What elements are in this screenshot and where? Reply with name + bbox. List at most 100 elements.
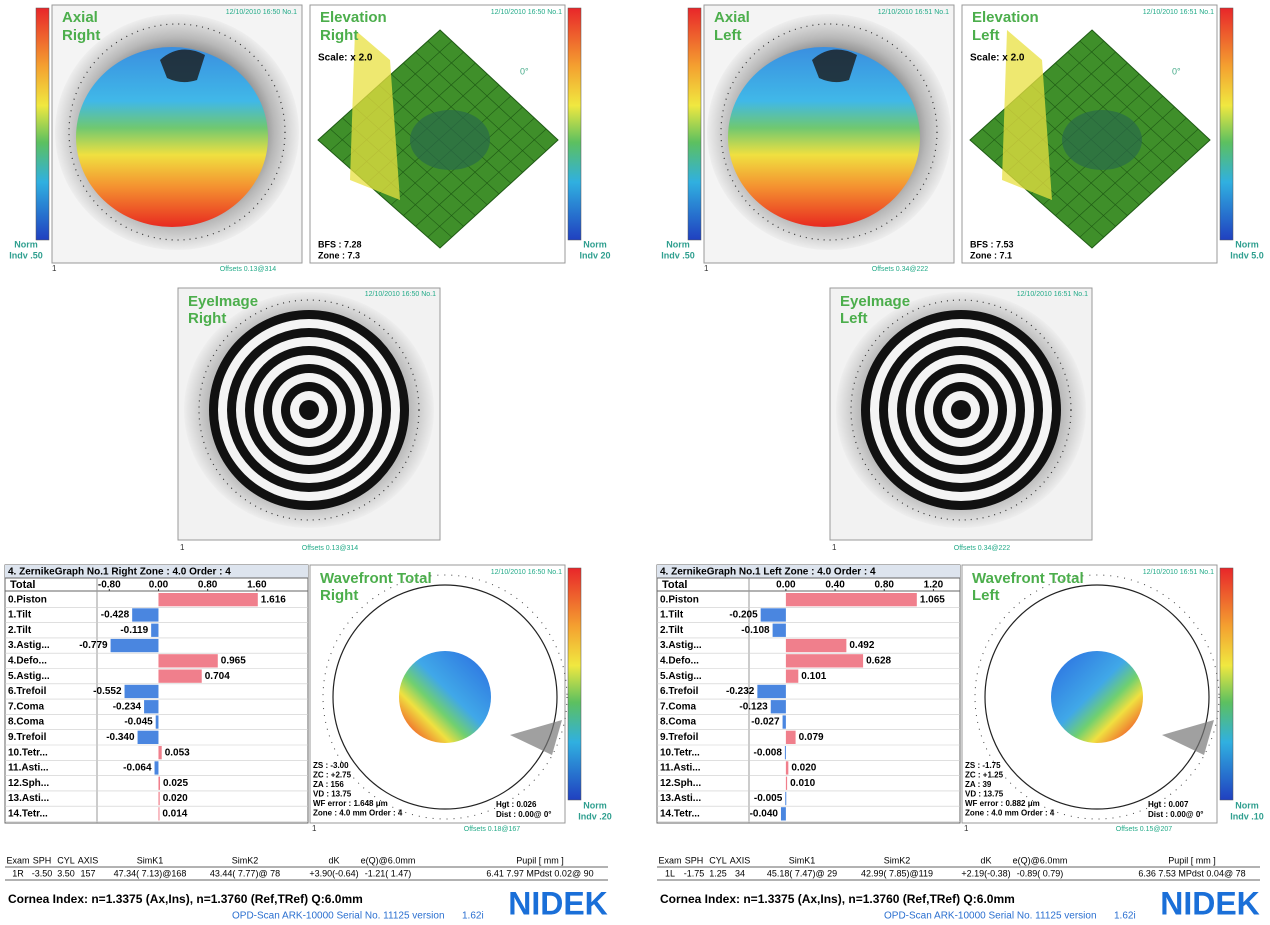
- wavefront-panel-no: 1: [312, 824, 317, 833]
- wavefront-info: WF error : 0.882 μm: [965, 799, 1040, 808]
- device-version: 1.62i: [462, 911, 484, 922]
- elevation-peak: [350, 30, 400, 200]
- wavefront-norm: Norm: [583, 800, 607, 810]
- zernike-term: 0.Piston: [8, 594, 47, 605]
- wavefront-hgt: Hgt : 0.026: [496, 800, 537, 809]
- zernike-value-label: -0.552: [93, 686, 122, 697]
- zernike-term: 13.Asti...: [8, 793, 49, 804]
- wavefront-info: WF error : 1.648 μm: [313, 799, 388, 808]
- exam-value: 1R: [12, 868, 24, 878]
- wavefront-info: ZS : -3.00: [313, 761, 349, 770]
- elevation-bowl: [1062, 110, 1142, 170]
- exam-value: 1L: [665, 868, 675, 878]
- zernike-tick-label: 0.40: [825, 580, 845, 591]
- zernike-term: 10.Tetr...: [660, 747, 700, 758]
- zernike-term: 6.Trefoil: [8, 686, 47, 697]
- zernike-term: 9.Trefoil: [660, 732, 699, 743]
- exam-header: dK: [328, 855, 339, 865]
- zernike-bar: [772, 623, 786, 637]
- zernike-term: 0.Piston: [660, 594, 699, 605]
- zernike-bar: [784, 746, 786, 760]
- zernike-column: Total: [662, 579, 687, 591]
- exam-header: Pupil [ mm ]: [516, 855, 564, 865]
- wavefront-hgt: Hgt : 0.007: [1148, 800, 1189, 809]
- exam-value: -1.75: [684, 868, 705, 878]
- zernike-term: 11.Asti...: [8, 763, 49, 774]
- wavefront-fan: [510, 720, 562, 755]
- wavefront-info: Zone : 4.0 mm Order : 4: [965, 809, 1055, 818]
- zernike-term: 7.Coma: [8, 701, 45, 712]
- exam-value: +3.90(-0.64): [309, 868, 358, 878]
- zernike-value-label: 0.010: [790, 778, 815, 789]
- zernike-term: 14.Tetr...: [8, 808, 48, 819]
- eyeimage-panel-no: 1: [832, 543, 837, 552]
- elevation-norm: Norm: [583, 239, 607, 249]
- zernike-bar: [785, 654, 864, 668]
- elevation-zone: Zone : 7.1: [970, 250, 1012, 260]
- zernike-term: 11.Asti...: [660, 763, 701, 774]
- zernike-bar: [158, 776, 161, 790]
- wavefront-outer-ring: [332, 584, 558, 810]
- elevation-indv: Indv 5.0: [1230, 250, 1264, 260]
- elevation-mesh: [427, 128, 547, 238]
- exam-header: CYL: [709, 855, 727, 865]
- wavefront-date: 12/10/2010 16:50 No.1: [491, 569, 562, 576]
- axial-map: [728, 47, 920, 227]
- zernike-bar: [158, 654, 218, 668]
- zernike-bar: [158, 791, 160, 806]
- zernike-value-label: 0.020: [791, 763, 816, 774]
- zernike-column: Total: [10, 579, 35, 591]
- exam-value: 34: [735, 868, 745, 878]
- axial-panel-no: 1: [704, 264, 709, 273]
- zernike-value-label: 1.065: [920, 594, 945, 605]
- zernike-bar: [158, 807, 160, 821]
- wavefront-info: ZC : +1.25: [965, 771, 1004, 780]
- zernike-value-label: -0.008: [754, 747, 783, 758]
- exam-value: 6.41 7.97 MPdst 0.02@ 90: [486, 868, 593, 878]
- zernike-value-label: 1.616: [261, 594, 286, 605]
- eyeimage-ring-marks: [850, 299, 1072, 521]
- axial-map-notch: [812, 49, 857, 83]
- exam-value: -0.89( 0.79): [1017, 868, 1064, 878]
- exam-value: 45.18( 7.47)@ 29: [767, 868, 837, 878]
- axial-ring-marks: [68, 23, 286, 241]
- wavefront-info: ZS : -1.75: [965, 761, 1001, 770]
- axial-indv: Indv .50: [661, 250, 695, 260]
- exam-value: 6.36 7.53 MPdst 0.04@ 78: [1138, 868, 1245, 878]
- elevation-peak: [1002, 30, 1052, 200]
- axial-side: Left: [714, 27, 742, 44]
- axial-indv: Indv .50: [9, 250, 43, 260]
- zernike-bar: [785, 638, 847, 653]
- wavefront-info: VD : 13.75: [313, 790, 352, 799]
- wavefront-dist: Dist : 0.00@ 0°: [1148, 810, 1203, 819]
- axial-norm: Norm: [666, 239, 690, 249]
- axial-offsets: Offsets 0.34@222: [872, 266, 929, 273]
- exam-header: SPH: [33, 855, 52, 865]
- elevation-scale: Scale: x 2.0: [318, 53, 373, 64]
- axial-color-scale: [35, 7, 50, 241]
- zernike-tick-label: 0.00: [776, 580, 796, 591]
- zernike-bar: [757, 684, 786, 699]
- wavefront-outer-ring: [984, 584, 1210, 810]
- placido-ring: [951, 400, 971, 420]
- wavefront-title: Wavefront Total: [320, 570, 432, 587]
- zernike-tick-label: 0.00: [149, 580, 169, 591]
- eyeimage-date: 12/10/2010 16:51 No.1: [1017, 291, 1088, 298]
- wavefront-side: Left: [972, 587, 1000, 604]
- wavefront-panel-no: 1: [964, 824, 969, 833]
- axial-panel-no: 1: [52, 264, 57, 273]
- exam-value: +2.19(-0.38): [961, 868, 1010, 878]
- wavefront-dist: Dist : 0.00@ 0°: [496, 810, 551, 819]
- zernike-bar: [785, 776, 788, 790]
- exam-header: SimK1: [789, 855, 816, 865]
- placido-ring: [299, 400, 319, 420]
- exam-value: 3.50: [57, 868, 75, 878]
- zernike-value-label: 0.492: [849, 640, 874, 651]
- zernike-value-label: -0.108: [741, 625, 770, 636]
- axial-side: Right: [62, 27, 100, 44]
- zernike-header-bg: [657, 565, 960, 578]
- exam-value: 43.44( 7.77)@ 78: [210, 868, 280, 878]
- wavefront-color-scale: [567, 567, 582, 801]
- elevation-title: Elevation: [972, 9, 1039, 26]
